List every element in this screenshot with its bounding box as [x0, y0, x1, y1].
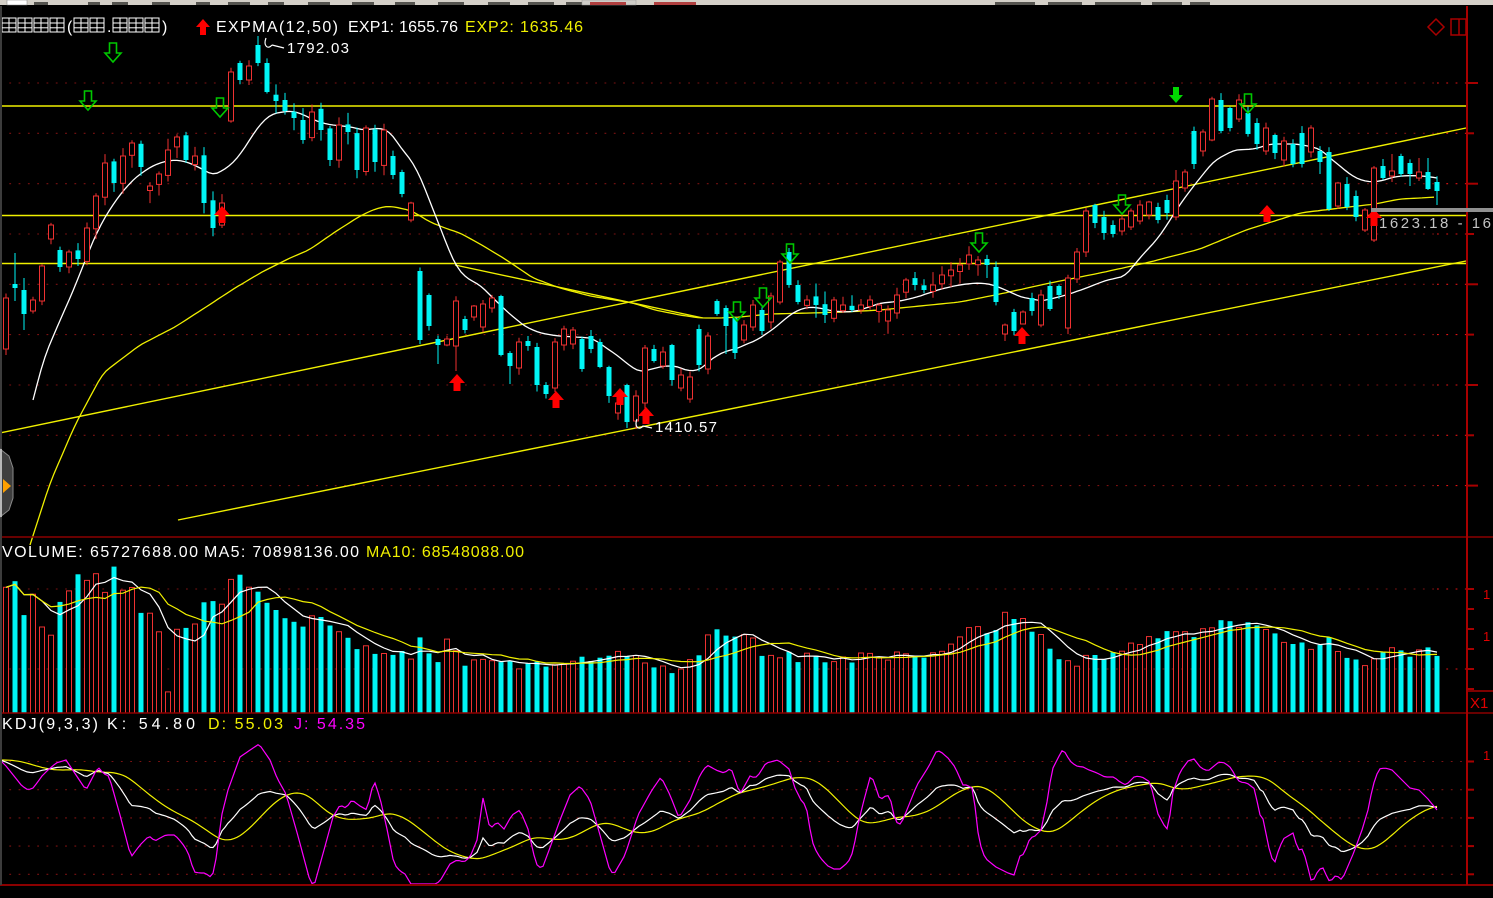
svg-text:VOLUME: 65727688.00: VOLUME: 65727688.00 — [2, 544, 198, 561]
svg-text:1410.57: 1410.57 — [655, 419, 717, 436]
svg-text:(: ( — [67, 19, 73, 36]
svg-text:MA10: 68548088.00: MA10: 68548088.00 — [366, 544, 524, 561]
svg-text:EXP2: 1635.46: EXP2: 1635.46 — [465, 19, 583, 36]
svg-text:J: 54.35: J: 54.35 — [294, 716, 365, 733]
svg-text:KDJ(9,3,3): KDJ(9,3,3) — [2, 716, 98, 733]
svg-text:.: . — [107, 19, 111, 36]
svg-text:EXPMA(12,50): EXPMA(12,50) — [216, 19, 338, 36]
svg-text:D: 55.03: D: 55.03 — [208, 716, 283, 733]
svg-text:X1: X1 — [1470, 695, 1488, 712]
svg-text:1: 1 — [1483, 629, 1490, 644]
svg-text:EXP1: 1655.76: EXP1: 1655.76 — [348, 19, 458, 36]
svg-text:1: 1 — [1483, 587, 1490, 602]
svg-text:MA5: 70898136.00: MA5: 70898136.00 — [204, 544, 359, 561]
svg-text:1792.03: 1792.03 — [287, 40, 349, 57]
svg-text:): ) — [162, 19, 167, 36]
svg-text:1623.18 - 16: 1623.18 - 16 — [1379, 215, 1491, 232]
svg-text:1: 1 — [1483, 748, 1490, 763]
